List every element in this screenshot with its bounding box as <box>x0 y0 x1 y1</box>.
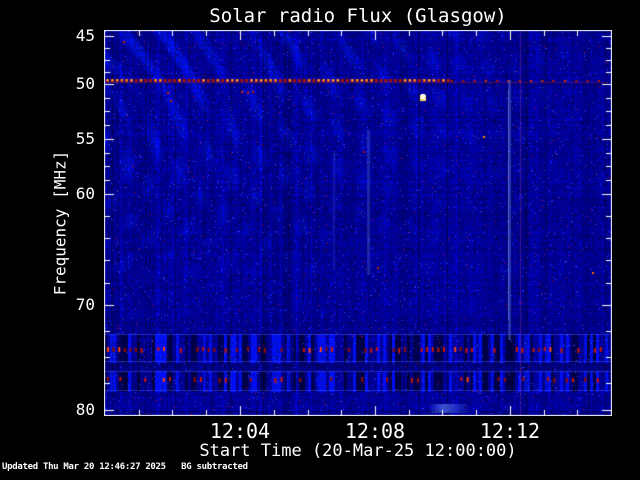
y-tick-label: 60 <box>75 184 95 203</box>
x-tick-label: 12:04 <box>209 419 271 443</box>
status-bar: Updated Thu Mar 20 12:46:27 2025 BG subt… <box>2 462 248 472</box>
x-tick-label: 12:12 <box>479 419 541 443</box>
y-tick-label: 80 <box>75 400 95 419</box>
x-axis-title: Start Time (20-Mar-25 12:00:00) <box>199 441 517 461</box>
chart-title: Solar radio Flux (Glasgow) <box>209 5 507 27</box>
y-tick-label: 55 <box>75 129 95 148</box>
spectrogram-canvas <box>104 30 612 416</box>
y-tick-label: 45 <box>75 26 95 45</box>
y-tick-label: 50 <box>75 74 95 93</box>
x-tick-label: 12:08 <box>344 419 406 443</box>
y-tick-label: 70 <box>75 295 95 314</box>
y-axis-title: Frequency [MHz] <box>50 150 70 296</box>
